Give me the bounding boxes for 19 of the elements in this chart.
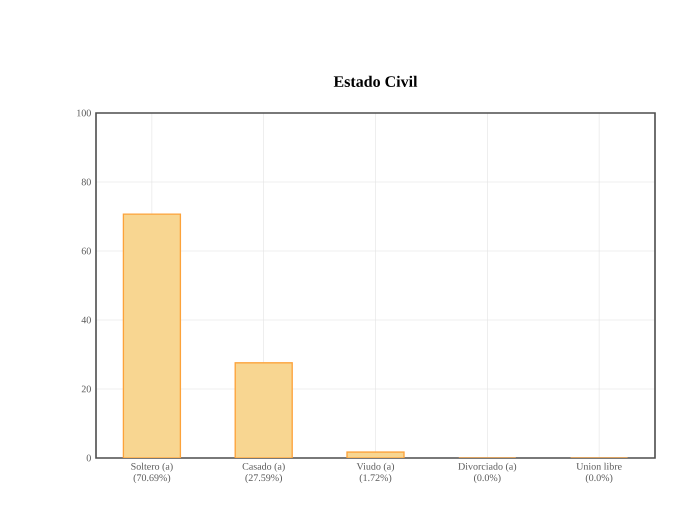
data-label: (0.0%) xyxy=(586,474,612,484)
data-label: (0.0%) xyxy=(474,474,501,484)
y-tick-label: 60 xyxy=(82,248,91,254)
y-tick-label: 0 xyxy=(86,454,91,462)
x-tick-label: Viudo (a) xyxy=(356,462,394,472)
chart-title: Estado Civil xyxy=(334,76,418,87)
x-tick-label: Divorciado (a) xyxy=(458,462,516,472)
bar xyxy=(235,362,292,458)
y-tick-label: 40 xyxy=(81,316,91,324)
x-tick-label: Casado (a) xyxy=(242,462,285,472)
y-tick-label: 80 xyxy=(82,178,91,186)
data-label: (27.59%) xyxy=(245,474,282,484)
x-tick-label: Union libre xyxy=(576,462,622,470)
data-label: (1.72%) xyxy=(360,474,392,484)
y-tick-label: 100 xyxy=(77,110,91,116)
bar xyxy=(122,213,182,458)
data-label: (70.69%) xyxy=(134,474,170,484)
x-tick-label: Soltero (a) xyxy=(131,462,173,472)
y-tick-label: 20 xyxy=(82,386,91,392)
